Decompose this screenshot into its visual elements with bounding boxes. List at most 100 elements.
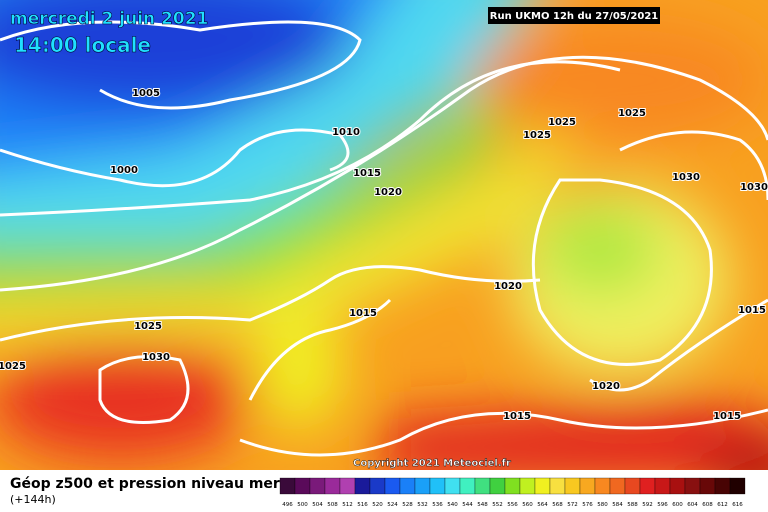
scale-label: 532 bbox=[417, 502, 428, 508]
scale-swatch bbox=[489, 477, 506, 495]
isobar-label: 1015 bbox=[353, 168, 381, 179]
scale-label: 540 bbox=[447, 502, 458, 508]
scale-swatch bbox=[354, 477, 371, 495]
isobar-label: 1025 bbox=[548, 117, 576, 128]
scale-swatch bbox=[534, 477, 551, 495]
isobar bbox=[98, 355, 190, 424]
scale-swatch bbox=[654, 477, 671, 495]
scale-swatch bbox=[339, 477, 356, 495]
scale-label: 564 bbox=[537, 502, 548, 508]
isobar-label: 1030 bbox=[672, 172, 700, 183]
isobar bbox=[531, 178, 713, 366]
scale-label: 584 bbox=[612, 502, 623, 508]
scale-swatch bbox=[309, 477, 326, 495]
isobar-label: 1020 bbox=[592, 381, 620, 392]
isobar bbox=[0, 20, 362, 110]
scale-swatch bbox=[384, 477, 401, 495]
scale-label: 608 bbox=[702, 502, 713, 508]
scale-swatch bbox=[519, 477, 536, 495]
scale-swatch bbox=[279, 477, 296, 495]
isobar-label: 1015 bbox=[503, 411, 531, 422]
scale-swatch bbox=[684, 477, 701, 495]
isobar-label: 1015 bbox=[713, 411, 741, 422]
scale-label: 548 bbox=[477, 502, 488, 508]
scale-label: 600 bbox=[672, 502, 683, 508]
scale-swatch bbox=[609, 477, 626, 495]
isobar bbox=[239, 298, 768, 457]
scale-swatch bbox=[324, 477, 341, 495]
isobar-label: 1030 bbox=[740, 182, 768, 193]
isobar-label: 1030 bbox=[142, 352, 170, 363]
scale-label: 576 bbox=[582, 502, 593, 508]
scale-label: 496 bbox=[282, 502, 293, 508]
scale-swatch bbox=[549, 477, 566, 495]
scale-label: 504 bbox=[312, 502, 323, 508]
isobar-label: 1010 bbox=[332, 127, 360, 138]
scale-swatch bbox=[669, 477, 686, 495]
scale-label: 568 bbox=[552, 502, 563, 508]
isobar bbox=[0, 128, 350, 188]
scale-swatch bbox=[504, 477, 521, 495]
scale-label: 536 bbox=[432, 502, 443, 508]
isobar-label: 1020 bbox=[374, 187, 402, 198]
scale-swatch bbox=[729, 477, 746, 495]
scale-label: 604 bbox=[687, 502, 698, 508]
legend-lead: (+144h) bbox=[10, 493, 56, 506]
scale-swatch bbox=[414, 477, 431, 495]
scale-label: 572 bbox=[567, 502, 578, 508]
scale-swatch bbox=[639, 477, 656, 495]
color-scale: 496 500 504 508 512 516 520 524 528 532 536 540 544 5… bbox=[279, 477, 746, 508]
run-label: Run UKMO 12h du 27/05/2021 bbox=[490, 11, 659, 22]
scale-swatch bbox=[474, 477, 491, 495]
isobar-label: 1020 bbox=[494, 281, 522, 292]
legend-title: Géop z500 et pression niveau mer bbox=[10, 476, 280, 492]
isobar bbox=[0, 265, 541, 342]
isobar bbox=[589, 298, 768, 392]
scale-label: 520 bbox=[372, 502, 383, 508]
isobar-label: 1025 bbox=[0, 361, 26, 372]
isobar bbox=[0, 55, 768, 292]
scale-label: 592 bbox=[642, 502, 653, 508]
scale-swatch bbox=[714, 477, 731, 495]
scale-label: 552 bbox=[492, 502, 503, 508]
scale-swatch bbox=[399, 477, 416, 495]
map-field bbox=[0, 0, 768, 500]
isobar-label: 1015 bbox=[738, 305, 766, 316]
isobar-label: 1025 bbox=[134, 321, 162, 332]
scale-label: 556 bbox=[507, 502, 518, 508]
scale-label: 512 bbox=[342, 502, 353, 508]
scale-label: 596 bbox=[657, 502, 668, 508]
scale-label: 544 bbox=[462, 502, 473, 508]
isobar-labels: 1005 1010 1000 1015 1020 1025 1025 1025 … bbox=[0, 87, 768, 423]
scale-label: 612 bbox=[717, 502, 728, 508]
scale-label: 500 bbox=[297, 502, 308, 508]
date-title: mercredi 2 juin 2021 bbox=[10, 9, 208, 29]
scale-label: 508 bbox=[327, 502, 338, 508]
scale-swatch bbox=[699, 477, 716, 495]
isobar-label: 1015 bbox=[349, 308, 377, 319]
scale-swatch bbox=[624, 477, 641, 495]
scale-swatch bbox=[429, 477, 446, 495]
isobar-label: 1000 bbox=[110, 165, 138, 176]
run-box bbox=[488, 7, 660, 24]
scale-swatch bbox=[294, 477, 311, 495]
scale-swatch bbox=[579, 477, 596, 495]
time-title: 14:00 locale bbox=[14, 33, 151, 57]
scale-label: 528 bbox=[402, 502, 413, 508]
scale-swatch bbox=[564, 477, 581, 495]
isobar bbox=[619, 130, 768, 201]
scale-label: 516 bbox=[357, 502, 368, 508]
isobar-label: 1005 bbox=[132, 88, 160, 99]
scale-swatch bbox=[444, 477, 461, 495]
scale-label: 560 bbox=[522, 502, 533, 508]
scale-label: 524 bbox=[387, 502, 398, 508]
scale-label: 580 bbox=[597, 502, 608, 508]
scale-label: 588 bbox=[627, 502, 638, 508]
scale-swatch bbox=[594, 477, 611, 495]
scale-swatch bbox=[459, 477, 476, 495]
isobar-label: 1025 bbox=[618, 108, 646, 119]
scale-label: 616 bbox=[732, 502, 743, 508]
scale-swatch bbox=[369, 477, 386, 495]
isobar-label: 1025 bbox=[523, 130, 551, 141]
